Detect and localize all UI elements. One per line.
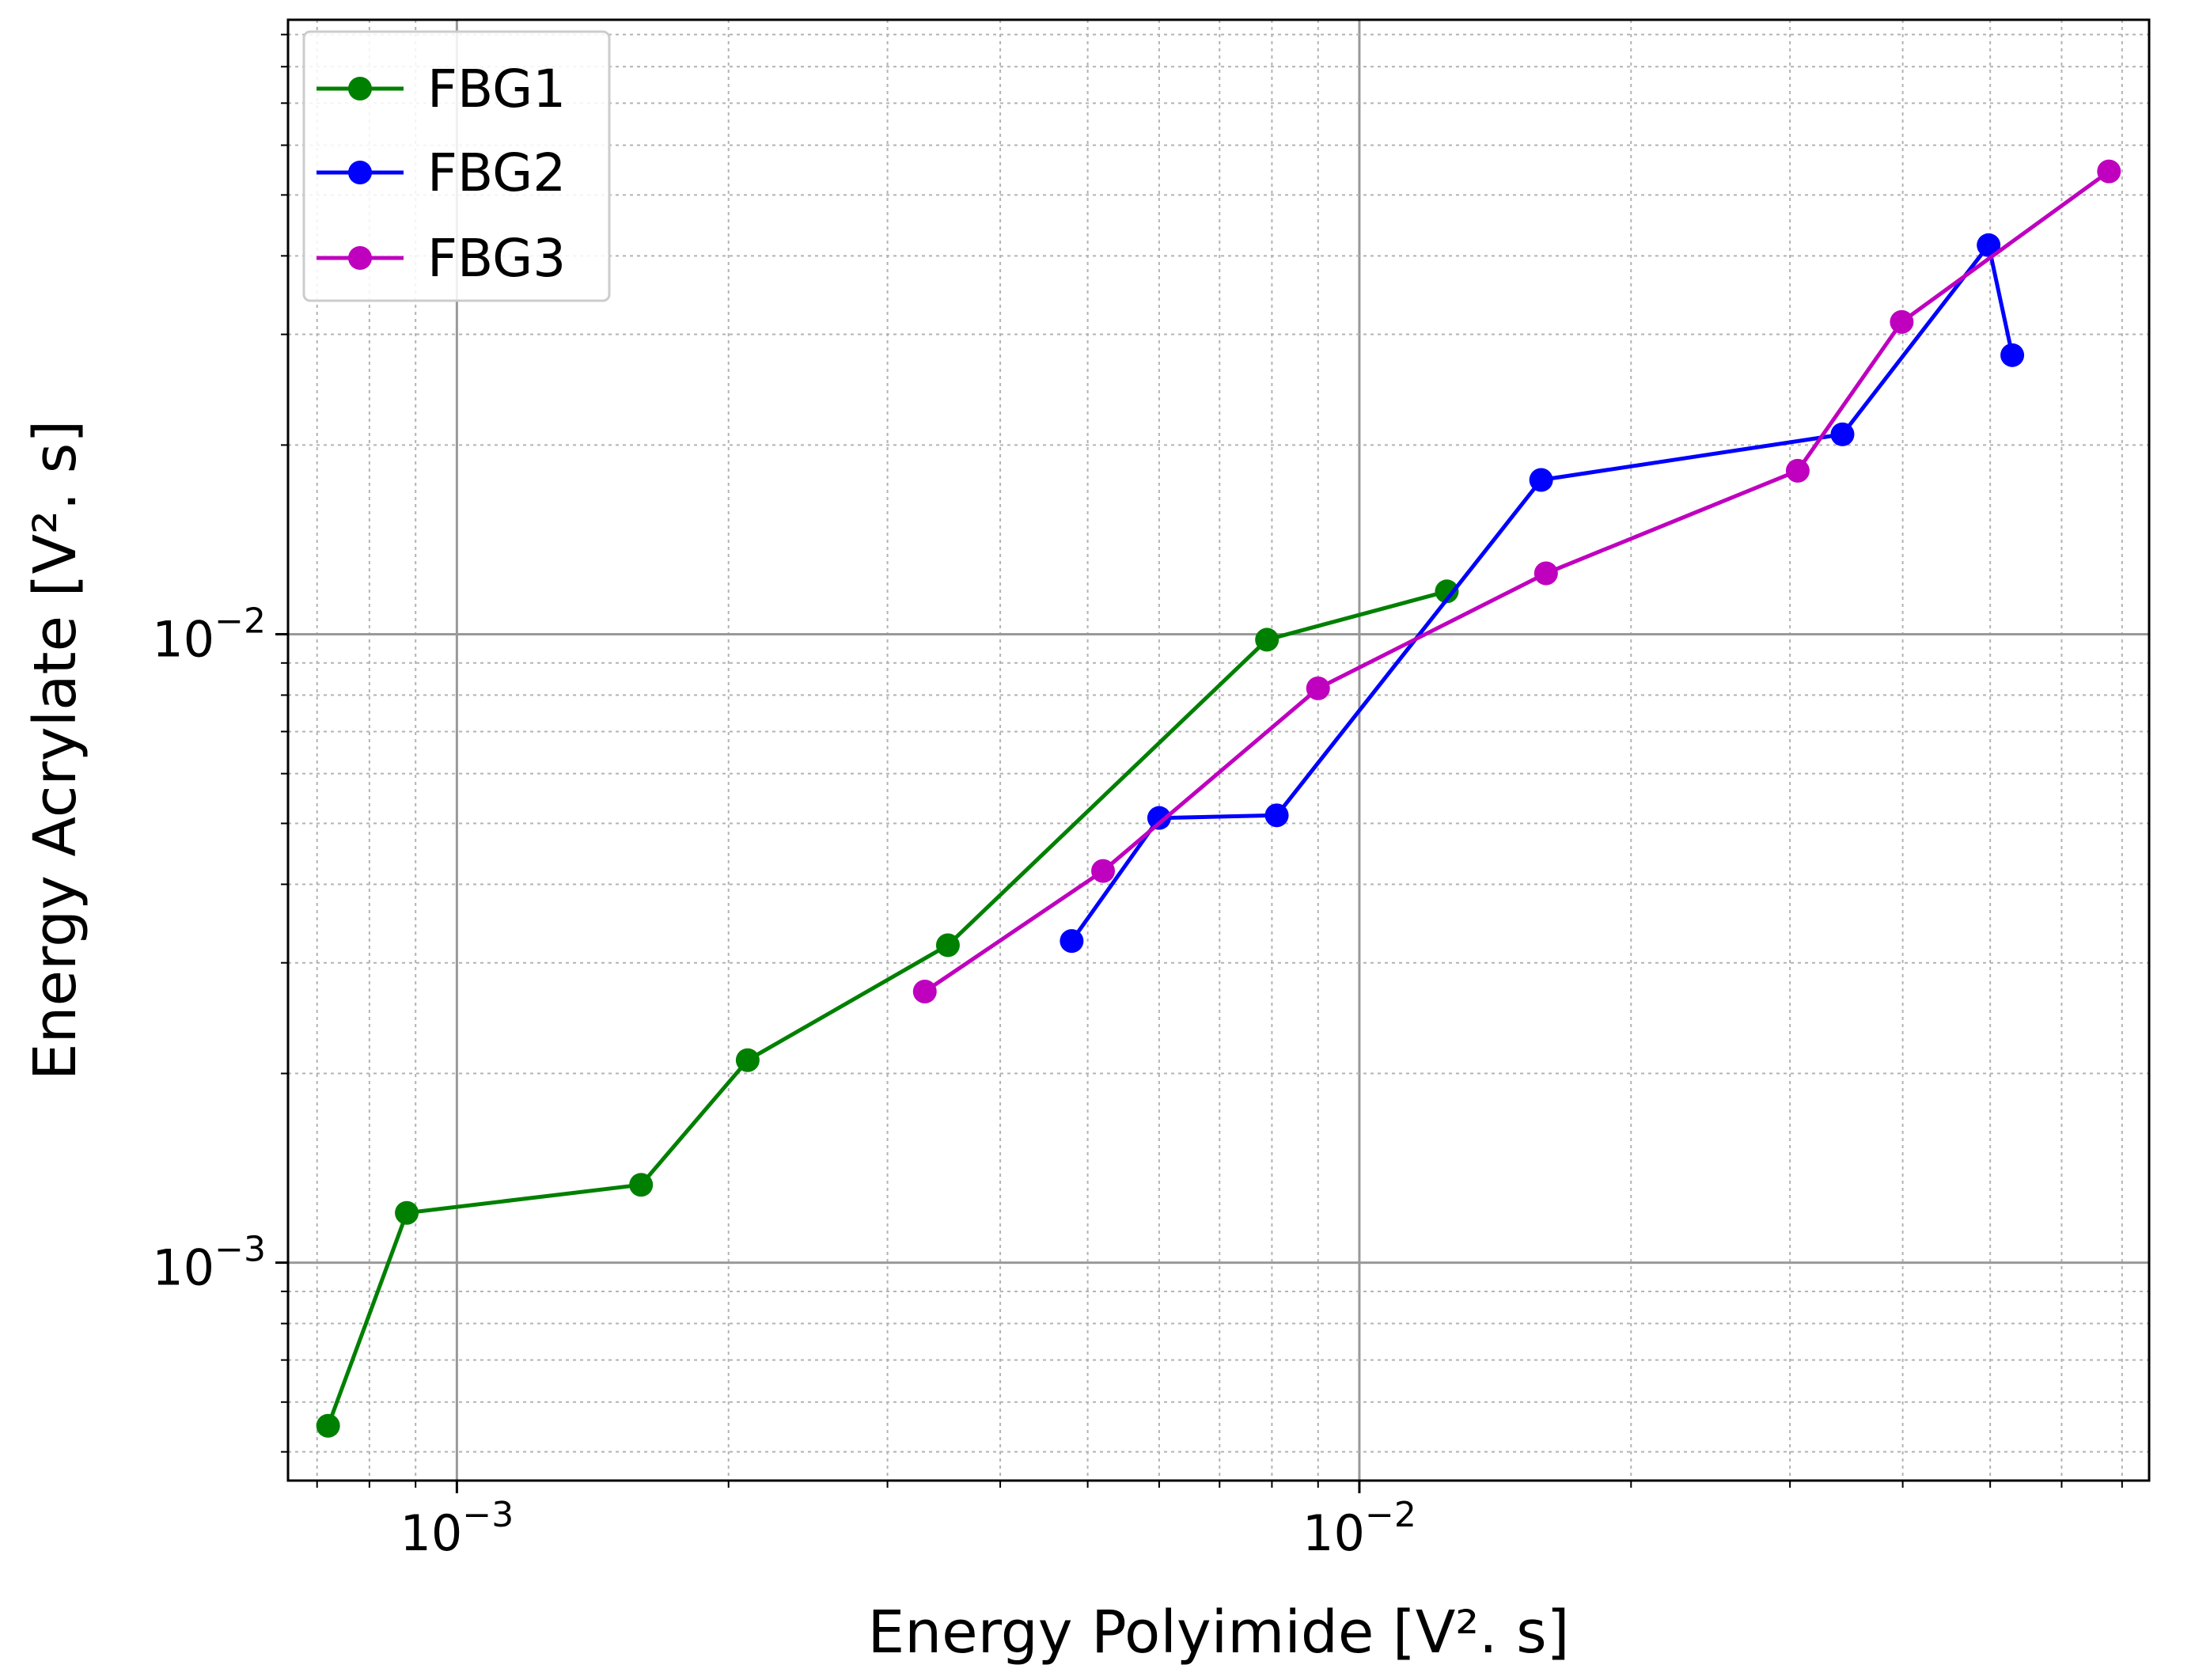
data-point-fbg1 bbox=[935, 933, 960, 958]
data-point-fbg2 bbox=[1529, 468, 1553, 492]
data-point-fbg1 bbox=[316, 1413, 340, 1438]
legend: FBG1 FBG2 FBG3 bbox=[302, 30, 611, 302]
data-series bbox=[316, 159, 2121, 1438]
data-point-fbg2 bbox=[1977, 233, 2001, 257]
x-axis-label: Energy Polyimide [V². s] bbox=[867, 1598, 1569, 1667]
legend-box bbox=[302, 30, 611, 302]
series-line-fbg1 bbox=[326, 589, 1448, 1427]
legend-marker-fbg1 bbox=[348, 77, 372, 100]
legend-entry-fbg2: FBG2 bbox=[317, 142, 566, 203]
data-point-fbg2 bbox=[1264, 803, 1289, 828]
data-point-fbg1 bbox=[395, 1200, 419, 1225]
series-fbg2 bbox=[1060, 233, 2025, 954]
y-axis-label: Energy Acrylate [V². s] bbox=[21, 420, 89, 1080]
legend-label-fbg1: FBG1 bbox=[427, 59, 566, 119]
legend-marker-fbg2 bbox=[348, 161, 372, 184]
data-point-fbg2 bbox=[2000, 343, 2025, 367]
data-point-fbg3 bbox=[2097, 159, 2121, 184]
series-line-fbg2 bbox=[1070, 243, 2015, 942]
data-point-fbg3 bbox=[1091, 859, 1116, 883]
data-point-fbg1 bbox=[629, 1173, 654, 1197]
data-point-fbg3 bbox=[1533, 561, 1558, 586]
data-point-fbg3 bbox=[1306, 676, 1330, 700]
data-point-fbg2 bbox=[1830, 422, 1855, 446]
legend-label-fbg3: FBG3 bbox=[427, 228, 566, 289]
legend-marker-fbg3 bbox=[348, 246, 372, 270]
series-fbg1 bbox=[316, 579, 1459, 1438]
data-point-fbg3 bbox=[912, 980, 937, 1004]
data-point-fbg3 bbox=[1785, 458, 1810, 483]
legend-entry-fbg1: FBG1 bbox=[317, 59, 566, 119]
series-fbg3 bbox=[912, 159, 2121, 1004]
x-tick-label: 10−2 bbox=[1302, 1495, 1416, 1562]
data-point-fbg1 bbox=[1435, 579, 1459, 604]
grid bbox=[288, 20, 2149, 1481]
tick-labels: 10−3 10−2 10−3 10−2 bbox=[152, 601, 1416, 1562]
y-tick-label: 10−3 bbox=[152, 1230, 266, 1297]
data-point-fbg1 bbox=[1255, 628, 1279, 652]
plot-frame bbox=[286, 18, 2151, 1482]
data-point-fbg1 bbox=[735, 1048, 760, 1072]
data-point-fbg2 bbox=[1060, 929, 1084, 954]
y-tick-label: 10−2 bbox=[152, 601, 266, 668]
data-point-fbg3 bbox=[1890, 309, 1914, 334]
data-point-fbg2 bbox=[1147, 806, 1171, 830]
legend-entry-fbg3: FBG3 bbox=[317, 228, 566, 289]
x-tick-label: 10−3 bbox=[400, 1495, 514, 1562]
legend-label-fbg2: FBG2 bbox=[427, 142, 566, 203]
